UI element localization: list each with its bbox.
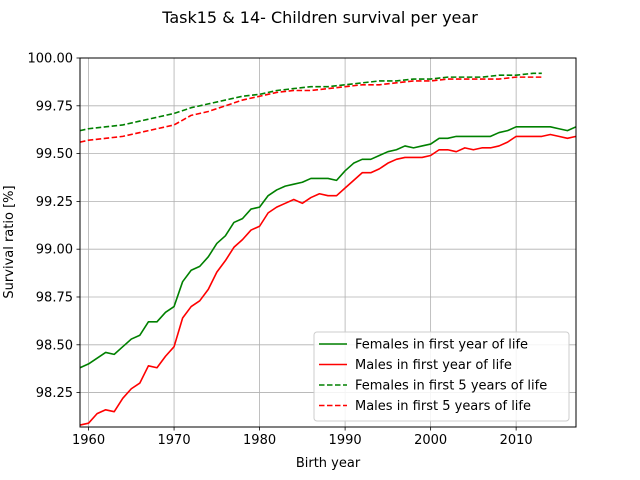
series-line-4	[79, 76, 542, 143]
series-layer	[79, 72, 577, 426]
legend-label: Females in first 5 years of life	[355, 379, 547, 394]
chart-title: Task15 & 14- Children survival per year	[161, 8, 478, 27]
x-tick-label: 1960	[72, 433, 105, 448]
y-tick-label: 98.50	[36, 338, 73, 353]
legend-label: Males in first year of life	[355, 358, 512, 373]
y-tick-label: 100.00	[28, 52, 74, 67]
axis-ticks: 1960 1970 1980 1990 2000 2010 98.25 98.50 98.75 9…	[28, 52, 533, 449]
y-tick-label: 99.00	[36, 243, 73, 258]
series-line-1	[79, 126, 577, 369]
series-line-3	[79, 72, 542, 132]
x-tick-label: 1980	[243, 433, 276, 448]
legend-label: Males in first 5 years of life	[355, 399, 531, 414]
legend-box	[313, 331, 570, 422]
legend-label: Females in first year of life	[355, 338, 528, 353]
x-tick-label: 2010	[500, 433, 533, 448]
plot-frame	[79, 57, 577, 428]
y-tick-label: 98.25	[36, 386, 73, 401]
legend: Females in first year of life Males in fi…	[313, 331, 570, 422]
x-axis-label: Birth year	[296, 456, 361, 471]
x-tick-label: 1990	[329, 433, 362, 448]
y-axis-label: Survival ratio [%]	[2, 185, 17, 298]
y-tick-label: 98.75	[36, 290, 73, 305]
series-line-2	[79, 133, 577, 426]
y-tick-label: 99.50	[36, 147, 73, 162]
x-tick-label: 2000	[414, 433, 447, 448]
y-tick-label: 99.75	[36, 99, 73, 114]
y-tick-label: 99.25	[36, 195, 73, 210]
x-tick-label: 1970	[158, 433, 191, 448]
